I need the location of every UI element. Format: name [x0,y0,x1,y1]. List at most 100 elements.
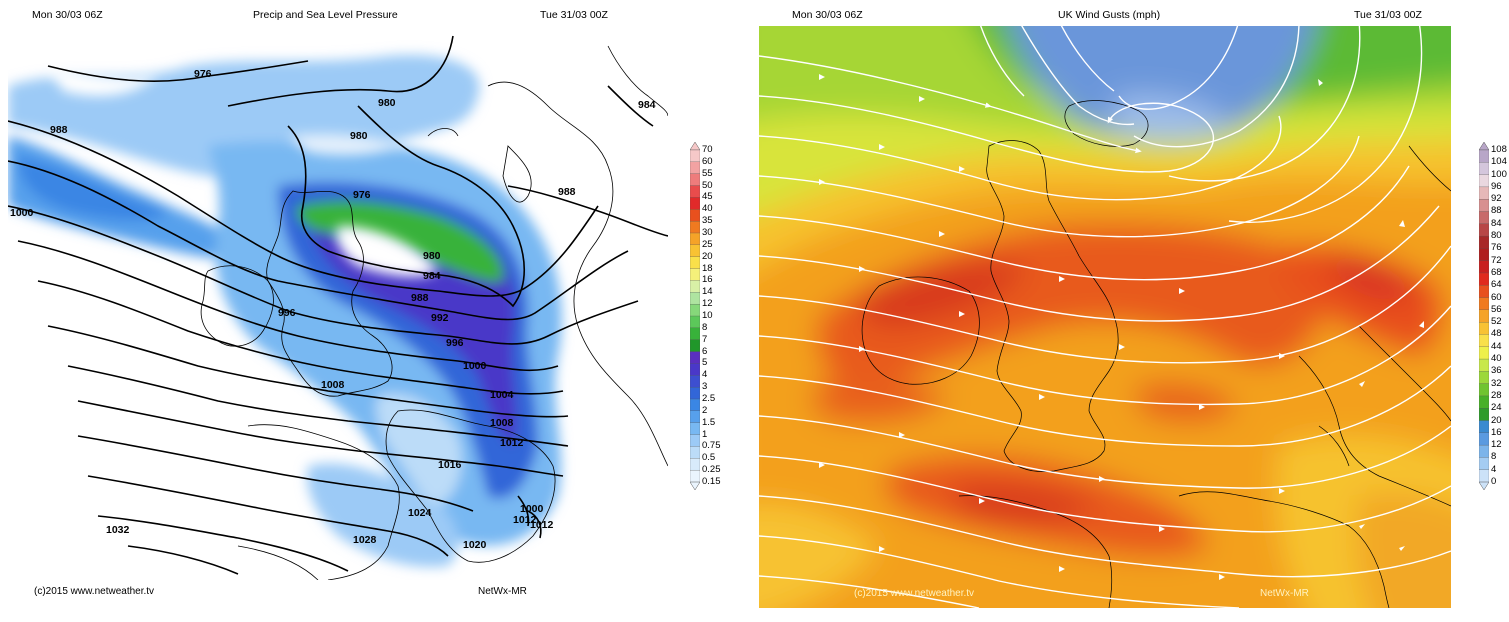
isobar-label: 1000 [463,360,487,372]
colorbar-tick-label: 45 [702,191,713,203]
colorbar-swatch [689,244,701,258]
isobar-label: 988 [50,124,68,136]
colorbar-bottom-arrow [689,481,701,491]
colorbar-tick-label: 18 [702,262,713,274]
precip-pressure-panel: Mon 30/03 06Z Precip and Sea Level Press… [0,0,754,622]
isobar-label: 980 [423,250,441,262]
valid-time-label: Tue 31/03 00Z [1354,9,1422,21]
isobar-label: 1012 [530,519,554,531]
colorbar-tick-label: 3 [702,381,708,393]
colorbar-swatch [1478,199,1490,212]
copyright-label: (c)2015 www.netweather.tv [34,586,155,597]
isobar-label: 1000 [10,207,34,219]
model-label: NetWx-MR [1260,588,1309,599]
colorbar-tick-label: 0 [1491,476,1497,487]
colorbar-tick-label: 60 [1491,291,1502,303]
colorbar-tick-label: 4 [1491,463,1497,475]
colorbar-swatch [1478,186,1490,200]
colorbar-swatch [689,446,701,459]
colorbar-tick-label: 16 [1491,426,1502,438]
colorbar-tick-label: 56 [1491,303,1502,315]
colorbar-tick-label: 25 [702,238,713,250]
colorbar-swatch [1478,346,1490,360]
colorbar-swatch [1478,260,1490,274]
colorbar-swatch [689,292,701,305]
isobar-label: 984 [423,270,441,282]
colorbar-tick-label: 64 [1491,279,1502,291]
stream-arrows [819,74,1424,580]
colorbar-tick-label: 55 [702,167,713,179]
colorbar-tick-label: 20 [1491,414,1502,426]
colorbar-tick-label: 40 [702,203,713,215]
colorbar-tick-label: 0.25 [702,464,721,476]
colorbar-swatch [689,386,701,400]
colorbar-swatch [1478,383,1490,397]
isobar-label: 1004 [490,389,514,401]
colorbar-tick-label: 35 [702,215,713,227]
colorbar-tick-label: 4 [702,369,708,381]
colorbar-tick-label: 24 [1491,402,1502,414]
precip-fill [8,55,562,567]
colorbar-tick-label: 44 [1491,340,1502,352]
colorbar-swatch [1478,297,1490,311]
isobar-label: 996 [446,337,464,349]
colorbar-swatch [1478,371,1490,385]
colorbar-tick-label: 40 [1491,353,1502,365]
precip-pressure-map: 976 980 980 976 980 984 988 992 996 1000… [8,26,668,580]
colorbar-swatch [1478,358,1490,372]
colorbar-swatch [1478,211,1490,225]
colorbar-swatch [1478,149,1490,163]
colorbar-swatch [689,351,701,364]
colorbar-tick-label: 72 [1491,254,1502,266]
colorbar-swatch [1478,457,1490,471]
colorbar-tick-label: 8 [1491,451,1497,463]
valid-time-label: Tue 31/03 00Z [540,9,608,21]
wind-gusts-panel: Mon 30/03 06Z UK Wind Gusts (mph) Tue 31… [754,0,1509,622]
precip-colorbar-svg [689,141,701,491]
colorbar-tick-label: 60 [702,155,713,167]
colorbar-tick-label: 80 [1491,230,1502,242]
colorbar-tick-label: 0.75 [702,440,721,452]
colorbar-tick-label: 88 [1491,205,1502,217]
colorbar-tick-label: 76 [1491,242,1502,254]
colorbar-swatch [689,434,701,447]
isobar-label: 1032 [106,524,130,536]
colorbar-swatch [689,339,701,353]
colorbar-tick-label: 108 [1491,144,1507,155]
isobar-label: 984 [638,99,656,111]
colorbar-swatch [1478,248,1490,262]
colorbar-swatch [1478,223,1490,237]
colorbar-swatch [689,422,701,436]
colorbar-swatch [1478,174,1490,188]
isobar-label: 1020 [463,539,487,551]
wind-map-svg [759,26,1451,608]
isobar-label: 1028 [353,534,377,546]
colorbar-swatch [689,303,701,317]
colorbar-tick-label: 20 [702,250,713,262]
isobar-label: 1012 [500,437,524,449]
colorbar-tick-label: 12 [1491,439,1502,451]
colorbar-swatch [689,375,701,388]
colorbar-tick-label: 2.5 [702,393,716,404]
isobar-label: 980 [350,130,368,142]
isobars [8,35,668,575]
streamlines [759,26,1451,608]
colorbar-tick-label: 104 [1491,156,1507,168]
gust-fill [759,26,1451,608]
colorbar-tick-label: 52 [1491,316,1502,328]
isobar-label: 980 [378,97,396,109]
colorbar-swatch [689,232,701,246]
colorbar-tick-label: 1.5 [702,416,716,428]
wind-gust-map [759,26,1451,608]
colorbar-swatch [1478,408,1490,421]
colorbar-tick-label: 5 [702,357,708,369]
colorbar-swatch [1478,235,1490,249]
gust-colorbar-svg [1478,141,1490,491]
colorbar-tick-label: 2 [702,404,708,416]
isobar-label: 992 [431,312,449,324]
panel-title: UK Wind Gusts (mph) [1058,9,1161,21]
colorbar-swatch [1478,334,1490,348]
colorbar-tick-label: 32 [1491,377,1502,389]
colorbar-tick-label: 8 [702,321,708,333]
colorbar-swatch [689,410,701,424]
